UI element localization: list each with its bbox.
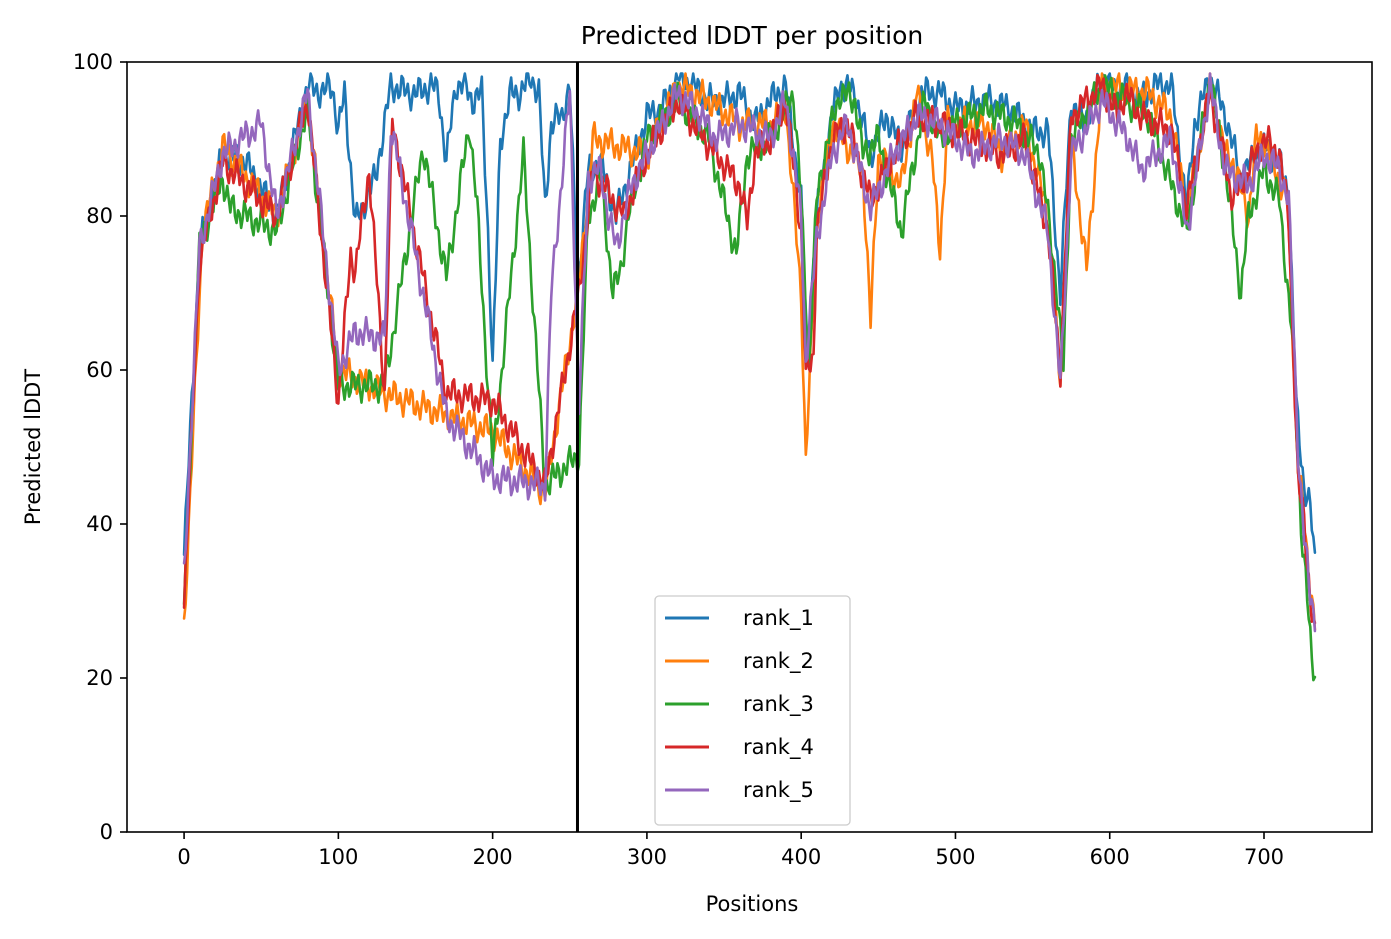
x-tick-label: 600	[1090, 845, 1130, 869]
y-tick-label: 60	[86, 358, 113, 382]
x-tick-label: 100	[318, 845, 358, 869]
legend-label: rank_1	[743, 606, 814, 631]
y-tick-label: 40	[86, 512, 113, 536]
y-tick-label: 20	[86, 666, 113, 690]
x-tick-label: 400	[781, 845, 821, 869]
legend-label: rank_5	[743, 778, 814, 803]
legend: rank_1 rank_2 rank_3 rank_4 rank_5	[654, 595, 851, 826]
x-axis-label: Positions	[706, 892, 799, 916]
legend-box	[654, 595, 851, 826]
series-line-rank_5	[182, 72, 1317, 633]
x-tick-label: 300	[627, 845, 667, 869]
axes	[126, 61, 1373, 833]
x-tick-label: 700	[1244, 845, 1284, 869]
series-line-rank_3	[182, 74, 1317, 682]
y-axis-ticks: 0 20 40 60 80 100	[73, 50, 127, 844]
y-tick-label: 80	[86, 204, 113, 228]
x-tick-label: 500	[935, 845, 975, 869]
y-tick-label: 100	[73, 50, 113, 74]
legend-label: rank_4	[743, 735, 814, 760]
y-axis-label: Predicted lDDT	[21, 369, 45, 525]
plot-area	[182, 72, 1317, 682]
legend-label: rank_2	[743, 649, 814, 674]
series-line-rank_4	[182, 73, 1317, 625]
x-axis-ticks: 0 100 200 300 400 500 600 700	[177, 832, 1284, 869]
x-tick-label: 200	[473, 845, 513, 869]
x-tick-label: 0	[177, 845, 190, 869]
y-tick-label: 0	[100, 820, 113, 844]
chart-title: Predicted lDDT per position	[581, 21, 923, 50]
legend-label: rank_3	[743, 692, 814, 717]
plot-frame	[126, 61, 1373, 833]
series-line-rank_1	[182, 72, 1317, 557]
